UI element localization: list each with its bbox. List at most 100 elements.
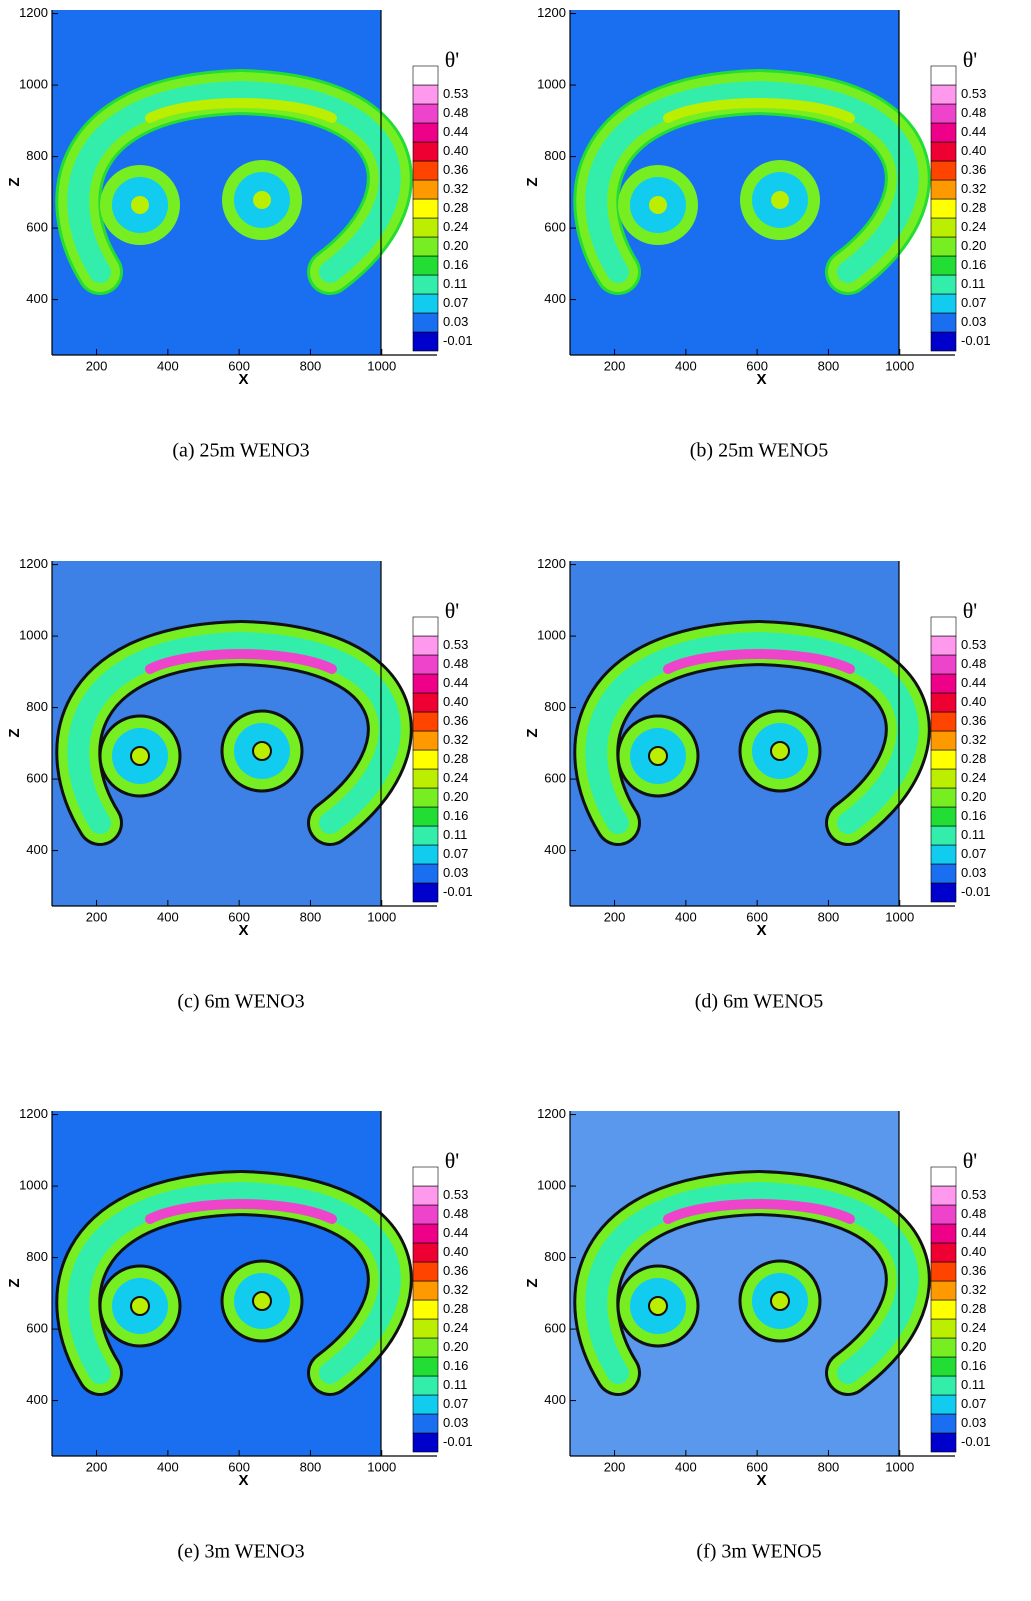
x-tick-label: 200 [86,358,108,373]
colorbar-label: 0.28 [443,1301,468,1316]
x-axis-label: X [238,371,248,388]
y-tick-label: 1000 [19,628,48,643]
colorbar-title: θ' [963,1148,978,1173]
colorbar-swatch [412,293,439,314]
y-tick-label: 600 [544,771,566,786]
colorbar-swatch [930,692,957,713]
colorbar-label: 0.20 [443,1339,468,1354]
colorbar-swatch [930,749,957,770]
x-tick-label: 600 [228,909,250,924]
plume-crest [663,1199,855,1224]
colorbar-label: 0.16 [443,1358,468,1373]
colorbar-swatch [930,825,957,846]
y-tick-label: 400 [26,291,48,306]
y-axis-label: Z [6,177,23,186]
colorbar-swatch [930,616,957,637]
x-tick-label: 200 [86,1459,108,1474]
colorbar-swatch [930,730,957,751]
colorbar-swatch [412,787,439,808]
colorbar-swatch [930,1413,957,1434]
colorbar-label: 0.48 [961,1206,986,1221]
x-tick-label: 400 [157,909,179,924]
colorbar-label: 0.20 [961,789,986,804]
x-tick-label: 200 [86,909,108,924]
colorbar-swatch [930,141,957,162]
colorbar-label: 0.53 [961,86,986,101]
colorbar-swatch [412,1318,439,1339]
colorbar-label: 0.53 [443,1187,468,1202]
colorbar-label: 0.16 [443,257,468,272]
colorbar-swatch [412,1261,439,1282]
plot-field [570,10,899,355]
vortex-core [130,746,150,766]
panel: 200 400 600 800 1000 400 600 800 1000 1200 X Z -0.01… [6,556,473,1013]
colorbar-label: 0.20 [443,238,468,253]
colorbar-title: θ' [445,47,460,72]
x-tick-label: 1000 [367,1459,396,1474]
colorbar-label: -0.01 [961,884,991,899]
y-axis-label: Z [524,1278,541,1287]
colorbar-label: 0.48 [443,105,468,120]
colorbar-swatch [930,1375,957,1396]
plume-inner [67,1181,401,1384]
x-axis-label: X [756,371,766,388]
colorbar-swatch [412,673,439,694]
colorbar-label: 0.11 [961,1377,985,1392]
y-tick-label: 1200 [537,5,566,20]
x-tick-label: 600 [746,1459,768,1474]
plume-crest [145,1199,337,1224]
vortex-core [648,746,668,766]
colorbar-swatch [930,1204,957,1225]
x-tick-label: 600 [228,1459,250,1474]
colorbar-label: 0.16 [961,257,986,272]
y-tick-label: 600 [544,220,566,235]
caption: (a) 25m WENO3 [172,440,309,462]
x-tick-label: 200 [604,358,626,373]
colorbar-label: 0.11 [961,276,985,291]
colorbar-label: -0.01 [443,1434,473,1449]
colorbar-swatch [930,863,957,884]
colorbar-swatch [412,1432,439,1453]
y-tick-label: 400 [544,291,566,306]
x-tick-label: 200 [604,909,626,924]
y-tick-label: 1000 [537,77,566,92]
vortex-core [131,196,149,214]
colorbar-label: 0.07 [961,846,986,861]
colorbar-title: θ' [963,47,978,72]
y-tick-label: 400 [26,842,48,857]
colorbar-swatch [930,1261,957,1282]
colorbar-swatch [930,787,957,808]
vortex-core [252,1291,272,1311]
colorbar-swatch [412,255,439,276]
colorbar-label: 0.24 [961,770,986,785]
colorbar-swatch [412,1356,439,1377]
y-tick-label: 1200 [537,1106,566,1121]
colorbar-label: 0.07 [443,1396,468,1411]
colorbar-label: 0.07 [961,295,986,310]
colorbar-label: 0.28 [443,200,468,215]
colorbar-swatch [930,1223,957,1244]
colorbar-swatch [412,825,439,846]
x-tick-label: 800 [300,909,322,924]
panel: 200 400 600 800 1000 400 600 800 1000 1200 X Z -0.01… [6,5,473,462]
colorbar-swatch [412,711,439,732]
colorbar-swatch [412,65,439,86]
colorbar-swatch [930,654,957,675]
colorbar-swatch [412,141,439,162]
y-tick-label: 400 [544,842,566,857]
y-tick-label: 600 [26,220,48,235]
colorbar-label: 0.07 [961,1396,986,1411]
colorbar-swatch [412,806,439,827]
colorbar-swatch [412,882,439,903]
colorbar-swatch [412,103,439,124]
colorbar-swatch [930,103,957,124]
colorbar-label: 0.40 [443,694,468,709]
caption: (d) 6m WENO5 [695,991,824,1013]
colorbar-swatch [412,616,439,637]
colorbar-swatch [412,730,439,751]
colorbar-label: 0.36 [443,162,468,177]
vortex-core [648,1296,668,1316]
colorbar-swatch [930,293,957,314]
colorbar-swatch [930,711,957,732]
colorbar-label: 0.44 [443,124,468,139]
